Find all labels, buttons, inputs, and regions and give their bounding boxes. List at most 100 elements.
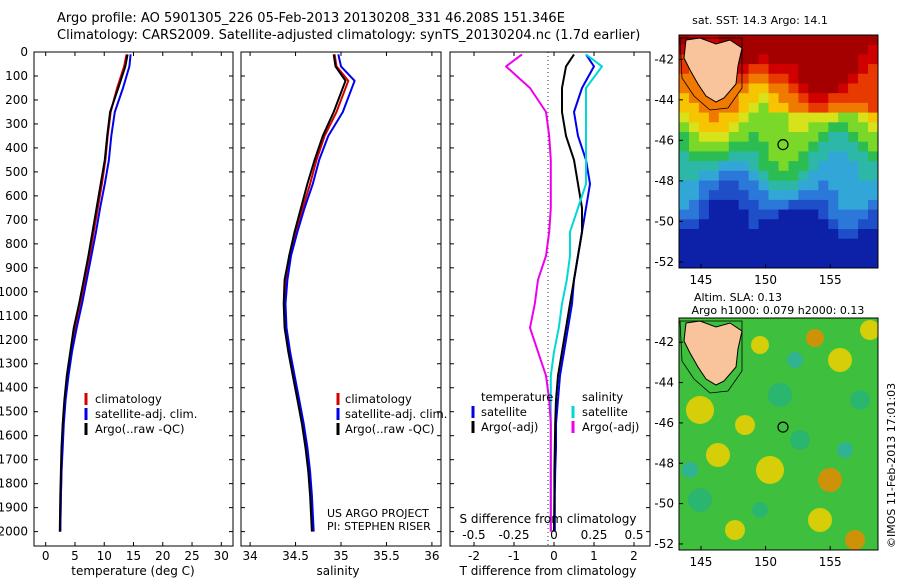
sst-cell [838, 83, 849, 94]
sla-anomaly [768, 383, 792, 407]
sst-cell [798, 180, 809, 191]
sst-cell [828, 180, 839, 191]
profile-line-argo-raw-qc- [58, 54, 129, 532]
sst-cell [758, 132, 770, 143]
sst-cell [778, 132, 789, 143]
sst-cell [748, 229, 760, 240]
sst-cell [798, 93, 809, 104]
sst-cell [728, 170, 740, 181]
sst-cell [748, 73, 760, 84]
sst-cell [858, 122, 869, 133]
sst-cell [708, 219, 720, 230]
x-tick-label: 34 [242, 549, 257, 563]
sst-cell [679, 64, 690, 75]
salinity-panel: 34 34.5 35 35.5 36 salinity climatology sate… [240, 51, 447, 578]
sst-cell [868, 161, 878, 172]
sst-cell [788, 93, 799, 104]
depth-tick-label: 700 [5, 213, 28, 227]
sst-cell [758, 112, 770, 123]
sst-cell [728, 141, 740, 152]
sst-cell [768, 151, 779, 162]
sst-cell [768, 64, 779, 75]
sst-cell [788, 151, 799, 162]
sst-cell [689, 83, 700, 94]
sst-cell [698, 238, 710, 249]
temperature-legend: climatology satellite-adj. clim. Argo(..… [84, 392, 197, 436]
sst-cell [818, 102, 829, 114]
sla-anomaly [828, 348, 852, 372]
sst-cell [848, 54, 859, 65]
sst-cell [788, 219, 799, 230]
sst-cell [848, 44, 859, 55]
sst-cell [828, 190, 839, 201]
sst-map-panel: sat. SST: 14.3 Argo: 14.1 -42 -44 -46 -48 -5… [654, 14, 879, 287]
x-tick-label: 5 [71, 549, 79, 563]
sst-cell [788, 132, 799, 143]
sst-cell [698, 161, 710, 172]
bathymetry-contour [679, 37, 743, 111]
sst-cell [838, 161, 849, 172]
sst-cell [778, 64, 789, 75]
sla-map-subtitle: Argo h1000: 0.079 h2000: 0.13 [692, 304, 865, 317]
sst-cell [748, 83, 760, 94]
sst-cell [698, 93, 710, 104]
sla-anomaly [682, 462, 698, 478]
sst-cell [768, 258, 779, 268]
sst-cell [808, 199, 819, 211]
sst-cell [788, 102, 799, 114]
legend-salinity-title: salinity [582, 390, 623, 404]
sst-cell [758, 209, 770, 220]
x-tick-label: 0 [42, 549, 50, 563]
sst-cell [858, 170, 869, 181]
sst-cell [768, 102, 779, 114]
lon-tick-label: 155 [819, 555, 842, 569]
sst-cell [818, 44, 829, 55]
sst-cell [698, 132, 710, 143]
sst-cell [848, 180, 859, 191]
sst-cell [808, 209, 819, 220]
sst-cell [798, 248, 809, 259]
sst-cell [848, 64, 859, 75]
sst-cell [798, 209, 809, 220]
sst-cell [828, 209, 839, 220]
depth-tick-label: 900 [5, 261, 28, 275]
sst-cell [858, 151, 869, 162]
sst-cell [848, 209, 859, 220]
sst-cell [758, 102, 770, 114]
sst-cell [868, 73, 878, 84]
sst-cell [689, 151, 700, 162]
sst-cell [858, 83, 869, 94]
temperature-x-axis: 0 5 10 15 20 25 30 [42, 52, 229, 563]
sla-map-title: Altim. SLA: 0.13 [694, 291, 782, 304]
sst-cell [679, 132, 690, 143]
sst-cell [679, 83, 690, 94]
lat-tick-label: -48 [654, 456, 674, 470]
sst-cell [798, 219, 809, 230]
sst-cell [818, 64, 829, 75]
sst-cell [788, 229, 799, 240]
sst-cell [738, 122, 750, 133]
sst-cell [788, 199, 799, 211]
sst-cell [689, 141, 700, 152]
sst-cell [718, 132, 730, 143]
sst-cell [858, 102, 869, 114]
sst-cell [738, 141, 750, 152]
sst-cell [718, 141, 730, 152]
depth-tick-label: 1000 [0, 285, 28, 299]
sst-cell [808, 161, 819, 172]
sst-cell [778, 161, 789, 172]
sst-cell [788, 54, 799, 65]
sst-cell [708, 112, 720, 123]
sst-cell [728, 151, 740, 162]
sst-cell [728, 199, 740, 211]
sst-cell [858, 73, 869, 84]
sst-cell [748, 161, 760, 172]
sst-cell [748, 35, 760, 46]
sst-cell [758, 258, 770, 268]
sst-cell [828, 64, 839, 75]
sst-cell [808, 54, 819, 65]
sst-cell [818, 73, 829, 84]
sst-cell [838, 238, 849, 249]
difference-profiles [505, 53, 603, 532]
sst-cell [838, 209, 849, 220]
